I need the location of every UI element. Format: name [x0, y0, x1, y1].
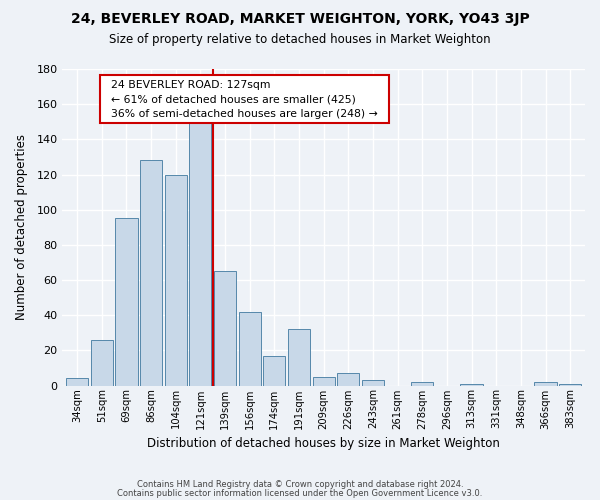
Y-axis label: Number of detached properties: Number of detached properties	[15, 134, 28, 320]
Bar	[535, 382, 557, 386]
Bar	[91, 340, 113, 386]
Bar	[313, 376, 335, 386]
Bar	[189, 122, 211, 386]
Bar	[362, 380, 384, 386]
Bar	[460, 384, 482, 386]
Bar	[411, 382, 433, 386]
Bar	[288, 329, 310, 386]
Bar	[115, 218, 137, 386]
Text: Contains public sector information licensed under the Open Government Licence v3: Contains public sector information licen…	[118, 489, 482, 498]
Bar	[337, 373, 359, 386]
Bar	[214, 271, 236, 386]
X-axis label: Distribution of detached houses by size in Market Weighton: Distribution of detached houses by size …	[147, 437, 500, 450]
Bar	[140, 160, 162, 386]
Text: 24 BEVERLEY ROAD: 127sqm
  ← 61% of detached houses are smaller (425)
  36% of s: 24 BEVERLEY ROAD: 127sqm ← 61% of detach…	[104, 80, 385, 119]
Text: Contains HM Land Registry data © Crown copyright and database right 2024.: Contains HM Land Registry data © Crown c…	[137, 480, 463, 489]
Bar	[239, 312, 261, 386]
Bar	[559, 384, 581, 386]
Bar	[263, 356, 286, 386]
Text: 24, BEVERLEY ROAD, MARKET WEIGHTON, YORK, YO43 3JP: 24, BEVERLEY ROAD, MARKET WEIGHTON, YORK…	[71, 12, 529, 26]
Bar	[66, 378, 88, 386]
Bar	[164, 174, 187, 386]
Text: Size of property relative to detached houses in Market Weighton: Size of property relative to detached ho…	[109, 32, 491, 46]
